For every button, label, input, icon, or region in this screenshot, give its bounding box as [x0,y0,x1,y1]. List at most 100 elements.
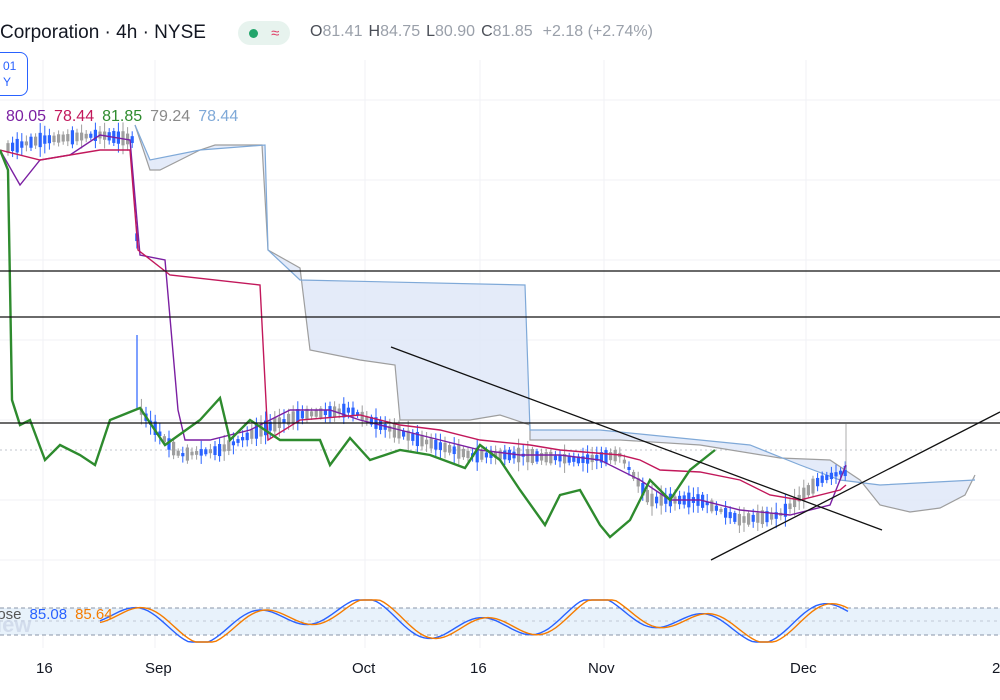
candle-body [273,417,277,432]
candle-body [199,449,203,456]
low-value: 80.90 [435,23,476,40]
candle-body [351,407,355,416]
candle-body [61,134,65,142]
candle-body [650,493,654,507]
high-label: H [368,23,381,40]
candle-body [558,455,562,462]
candle-body [747,513,751,525]
candle-body [264,420,268,436]
candle-body [839,470,843,475]
candle-body [181,453,185,457]
candle-body [544,452,548,463]
x-tick: Nov [588,660,615,677]
x-tick: 2 [992,660,1000,677]
cloud-fill [135,125,975,512]
candle-body [457,444,461,459]
candle-body [425,439,429,445]
candle-body [834,472,838,477]
candle-body [392,423,396,438]
candle-body [783,503,787,517]
candle-body [641,482,645,496]
candle-body [632,471,636,479]
senkou-a-value: 79.24 [150,108,191,125]
candle-body [167,438,171,450]
candle-body [420,434,424,447]
candle-body [310,411,314,417]
candle-body [705,502,709,506]
candle-body [788,503,792,510]
candle-body [655,496,659,504]
candle-body [581,456,585,463]
candle-body [604,450,608,464]
candle-body [466,450,470,458]
tenkan-line [0,134,847,516]
kijun-value: 78.44 [54,108,95,125]
candle-body [20,141,24,148]
candle-body [724,507,728,518]
candle-body [402,431,406,437]
chikou-value: 81.85 [102,108,143,125]
candle-body [15,138,19,153]
candle-body [259,422,263,437]
candle-body [714,505,718,511]
candle-body [461,448,465,458]
watermark: iew [0,612,32,637]
market-open-dot-icon [248,28,258,38]
candle-body [38,132,42,148]
candle-body [369,416,373,425]
chart-header: Corporation · 4h · NYSE [0,20,206,46]
candle-body [84,133,88,139]
kijun-line [0,149,847,501]
candle-body [756,512,760,523]
open-value: 81.41 [322,23,363,40]
candle-body [530,449,534,464]
candle-body [75,132,79,142]
candle-body [397,425,401,439]
candle-body [282,419,286,423]
candle-body [241,437,245,441]
candle-body [57,134,61,143]
candle-body [576,456,580,464]
candle-body [843,465,847,477]
candle-body [494,452,498,458]
candle-body [802,487,806,501]
candle-body [268,421,272,431]
symbol-title[interactable]: Corporation · 4h · NYSE [0,22,206,43]
candle-body [503,450,507,460]
candle-body [6,143,10,153]
candle-body [507,449,511,461]
candle-body [645,490,649,503]
low-label: L [426,23,436,40]
close-label: C [481,23,493,40]
candle-body [659,494,663,506]
candle-body [185,447,189,461]
candle-body [314,409,318,417]
candle-body [66,134,70,142]
candle-body [11,142,15,152]
candle-body [337,408,341,414]
candle-body [245,432,249,441]
timeframe-badge[interactable]: 01 Y [0,52,28,96]
candle-body [52,135,56,143]
trend-line [710,411,1000,561]
candle-body [540,453,544,461]
candle-body [388,425,392,432]
status-pill[interactable]: ≈ [238,21,290,45]
candle-body [411,433,415,441]
candle-body [627,466,631,471]
candle-body [158,431,162,437]
candle-body [429,438,433,449]
candle-body [47,135,51,144]
candle-body [733,512,737,522]
stoch-d-line [99,599,849,643]
tenkan-value: 80.05 [6,108,47,125]
candle-body [553,455,557,461]
candle-body [287,413,291,425]
candle-body [498,450,502,460]
candle-body [535,451,539,462]
candle-body [751,514,755,522]
candle-body [765,511,769,523]
stoch-k-line [99,599,849,643]
